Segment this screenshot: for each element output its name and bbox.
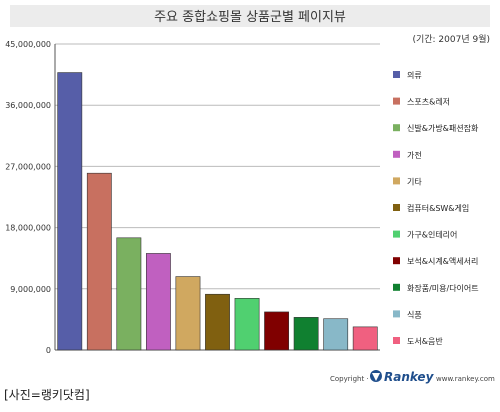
title-band (10, 5, 490, 27)
legend: 의류스포츠&레저신발&가방&패션잡화가전기타컴퓨터&SW&게임가구&인테리어보석… (393, 70, 479, 346)
legend-swatch (393, 97, 400, 105)
y-tick-label: 45,000,000 (5, 40, 51, 49)
legend-swatch (393, 337, 400, 344)
bar-5 (175, 276, 201, 351)
bar-10 (323, 318, 349, 351)
legend-label: 기타 (407, 177, 422, 186)
bar-2 (86, 172, 112, 351)
bar-6 (205, 293, 230, 351)
legend-label: 가전 (407, 150, 422, 160)
legend-label: 스포츠&레저 (407, 98, 450, 107)
y-tick-label: 27,000,000 (5, 162, 51, 171)
chart-subtitle: (기간: 2007년 9월) (412, 33, 490, 45)
y-tick-label: 0 (46, 346, 51, 355)
bar-4 (145, 253, 171, 351)
bar-3 (116, 237, 142, 351)
legend-swatch (393, 71, 400, 78)
legend-label: 보석&시계&액세서리 (407, 256, 478, 266)
y-tick-label: 36,000,000 (5, 101, 51, 110)
legend-swatch (393, 177, 400, 185)
y-tick-label: 9,000,000 (10, 285, 51, 294)
bar-9 (293, 317, 319, 351)
legend-label: 도서&음반 (407, 337, 443, 346)
legend-swatch (393, 204, 400, 211)
legend-label: 식품 (407, 310, 422, 319)
chart-title: 주요 종합쇼핑몰 상품군별 페이지뷰 (154, 10, 346, 25)
legend-swatch (393, 150, 400, 158)
legend-swatch (393, 230, 400, 238)
legend-label: 신발&가방&패션잡화 (407, 123, 479, 133)
bar-11 (352, 326, 378, 351)
legend-swatch (393, 257, 400, 265)
bar-7 (234, 298, 260, 351)
legend-label: 의류 (407, 70, 422, 80)
legend-swatch (393, 310, 400, 318)
rankey-url[interactable]: www.rankey.com (436, 375, 495, 383)
legend-label: 컴퓨터&SW&게임 (407, 203, 469, 213)
legend-label: 화장품/미용/다이어트 (407, 283, 479, 293)
bar-layer (57, 72, 378, 351)
rankey-logo-icon (370, 370, 382, 382)
copyright-text: Copyright · (330, 375, 369, 383)
legend-label: 가구&인테리어 (407, 230, 457, 240)
rankey-brand: Rankey (384, 370, 435, 384)
footer: Copyright · Rankey www.rankey.com (330, 370, 495, 384)
legend-swatch (393, 283, 400, 291)
legend-swatch (393, 124, 400, 132)
bar-1 (57, 72, 83, 351)
photo-caption: [사진=랭키닷컴] (4, 388, 90, 402)
y-tick-label: 18,000,000 (5, 224, 51, 233)
bar-8 (264, 311, 290, 351)
